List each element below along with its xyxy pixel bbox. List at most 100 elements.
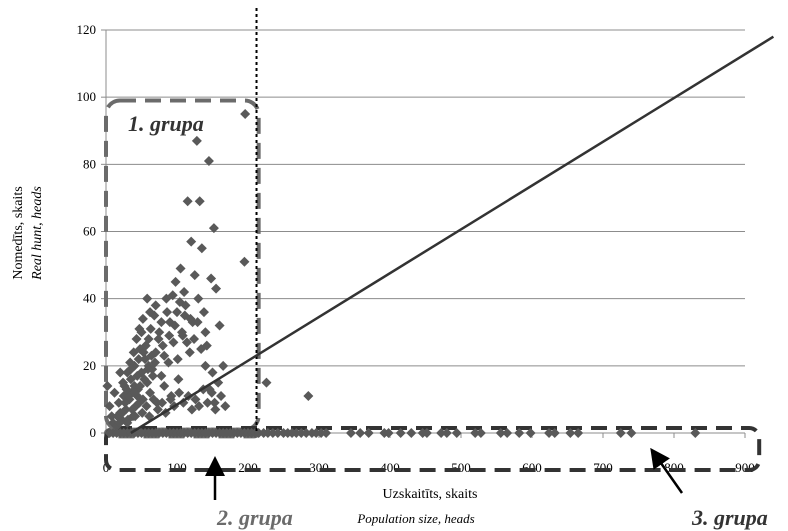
y-axis-title: Nomedīts, skaits	[11, 186, 26, 279]
data-point	[421, 428, 432, 438]
data-point	[167, 290, 178, 301]
data-point	[211, 283, 222, 294]
data-point	[156, 370, 167, 381]
data-point	[206, 387, 217, 398]
data-point	[168, 337, 179, 348]
x-tick-label: 500	[451, 460, 471, 475]
data-point	[182, 196, 193, 207]
data-point	[106, 411, 117, 422]
data-point	[149, 357, 160, 368]
data-point	[137, 407, 148, 418]
data-point	[206, 273, 217, 284]
data-point	[194, 196, 205, 207]
data-point	[169, 320, 180, 331]
data-point	[142, 293, 153, 304]
group-1-box	[104, 98, 261, 432]
data-point	[181, 337, 192, 348]
data-point	[172, 307, 182, 318]
data-point	[104, 401, 115, 412]
data-point	[170, 276, 181, 287]
data-point	[303, 391, 314, 402]
data-point	[152, 404, 163, 415]
data-point	[102, 380, 113, 391]
data-point	[117, 407, 128, 418]
data-point	[216, 391, 227, 402]
data-point	[173, 374, 184, 385]
data-point	[436, 428, 447, 438]
data-point	[165, 394, 176, 405]
data-point	[194, 401, 205, 412]
data-point	[179, 286, 190, 297]
data-point	[121, 384, 132, 395]
data-point	[145, 307, 156, 318]
data-point	[131, 333, 142, 344]
data-point	[123, 414, 134, 425]
data-point	[139, 374, 150, 385]
data-point	[113, 397, 124, 408]
data-point	[208, 223, 219, 234]
data-point	[202, 397, 213, 408]
data-point	[475, 428, 486, 438]
data-point	[189, 333, 200, 344]
x-tick-label: 200	[238, 460, 258, 475]
data-point	[134, 323, 145, 334]
y-tick-label: 120	[77, 22, 97, 37]
data-point	[150, 300, 161, 311]
data-point	[119, 380, 130, 391]
data-point	[345, 428, 356, 438]
data-point	[565, 428, 576, 438]
data-point	[193, 293, 204, 304]
group-2-label: 2. grupa	[216, 505, 293, 530]
data-point	[395, 428, 406, 438]
data-point	[115, 367, 126, 378]
data-point	[525, 428, 536, 438]
data-point	[502, 428, 513, 438]
data-point	[137, 313, 148, 324]
data-point	[153, 333, 164, 344]
data-point	[186, 404, 197, 415]
data-point	[176, 327, 187, 338]
data-point	[133, 354, 144, 365]
data-point	[189, 270, 200, 281]
group-1-label: 1. grupa	[128, 111, 204, 136]
data-point	[615, 428, 626, 438]
data-point	[272, 428, 283, 438]
data-point	[148, 394, 159, 405]
data-point	[514, 428, 525, 438]
x-axis-title-en: Population size, heads	[356, 511, 474, 526]
data-point	[163, 357, 174, 368]
data-point	[135, 380, 146, 391]
group-3-arrow	[650, 447, 684, 494]
data-point	[157, 340, 168, 351]
x-tick-label: 600	[522, 460, 542, 475]
y-tick-label: 80	[83, 156, 96, 171]
x-tick-label: 400	[380, 460, 400, 475]
data-points	[102, 108, 701, 438]
x-tick-label: 700	[593, 460, 613, 475]
data-point	[549, 428, 560, 438]
data-point	[239, 256, 250, 267]
data-point	[159, 350, 170, 361]
data-point	[157, 397, 168, 408]
data-point	[174, 387, 185, 398]
data-point	[544, 428, 555, 438]
y-tick-label: 20	[83, 358, 96, 373]
data-point	[301, 428, 312, 438]
x-tick-label: 0	[103, 460, 110, 475]
data-point	[690, 428, 701, 438]
data-point	[363, 428, 374, 438]
data-point	[203, 155, 214, 166]
y-tick-label: 100	[77, 89, 97, 104]
data-point	[220, 401, 231, 412]
group-3-box	[104, 425, 762, 472]
grid-lines	[106, 29, 745, 434]
data-point	[130, 411, 141, 422]
group-boxes	[104, 98, 762, 472]
y-tick-label: 0	[90, 425, 97, 440]
y-axis-title-en: Real hunt, heads	[30, 186, 45, 281]
x-axis-title: Uzskaitīts, skaits	[383, 487, 478, 502]
y-tick-label: 40	[83, 291, 96, 306]
data-point	[145, 387, 156, 398]
data-point	[406, 428, 417, 438]
data-point	[164, 330, 175, 341]
